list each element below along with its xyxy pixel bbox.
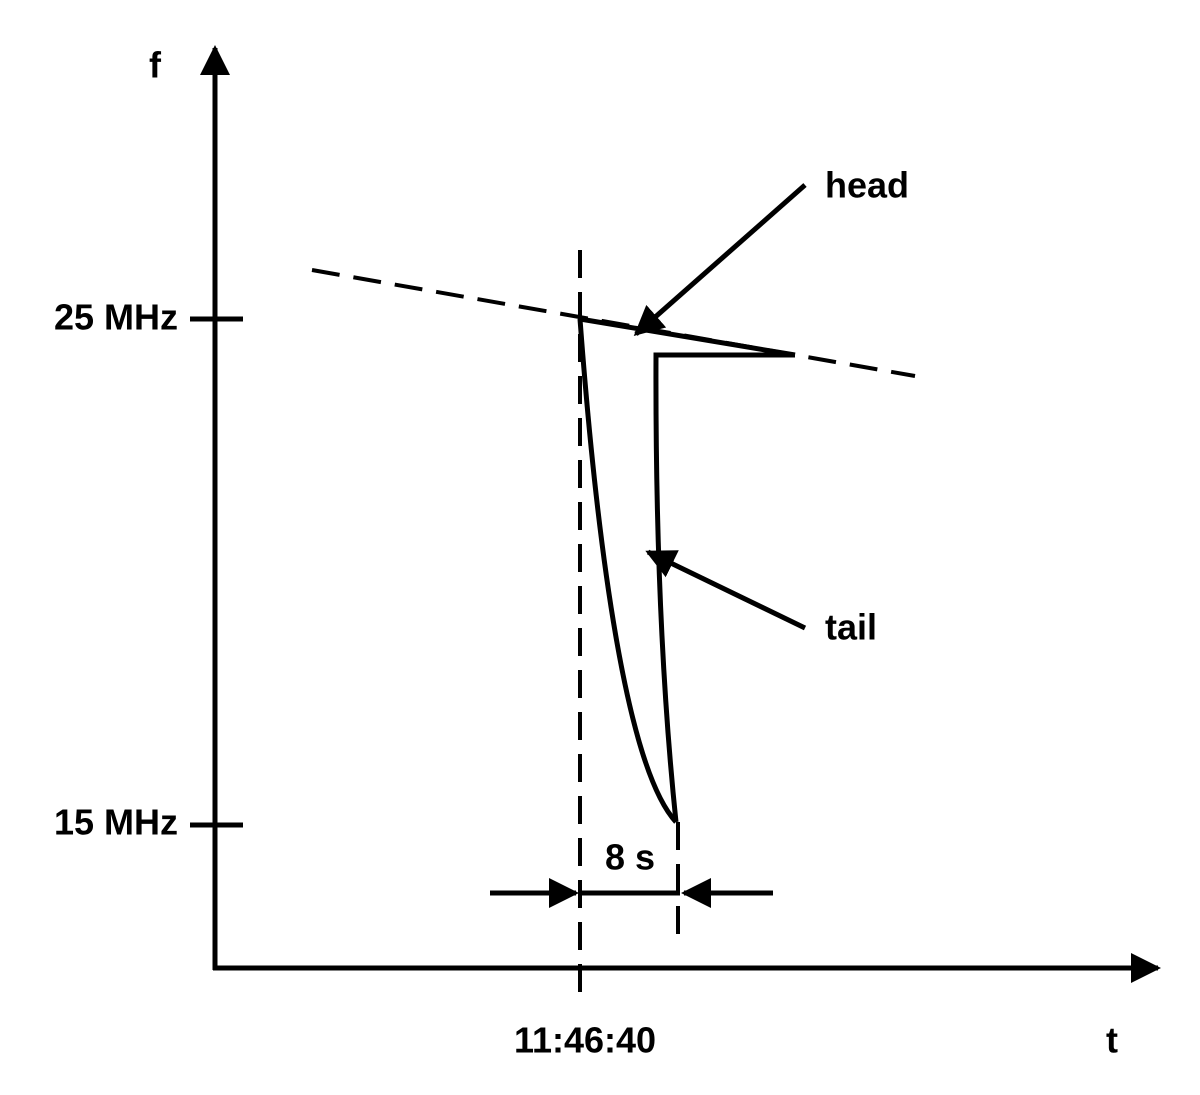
tick-label: 15 MHz: [54, 802, 178, 843]
leading-curve: [577, 318, 678, 824]
annotation: head: [825, 165, 909, 206]
y-axis-label: f: [149, 45, 162, 86]
head-arrow: [633, 183, 807, 336]
head-line: [579, 316, 796, 358]
time-label: 11:46:40: [514, 1020, 656, 1061]
tail-arrow: [645, 549, 807, 631]
annotation: 8 s: [605, 837, 655, 878]
axes: [190, 45, 1161, 983]
tick-label: 25 MHz: [54, 297, 178, 338]
x-axis-label: t: [1106, 1020, 1118, 1061]
annotation: tail: [825, 607, 877, 648]
tail-line: [653, 352, 795, 823]
